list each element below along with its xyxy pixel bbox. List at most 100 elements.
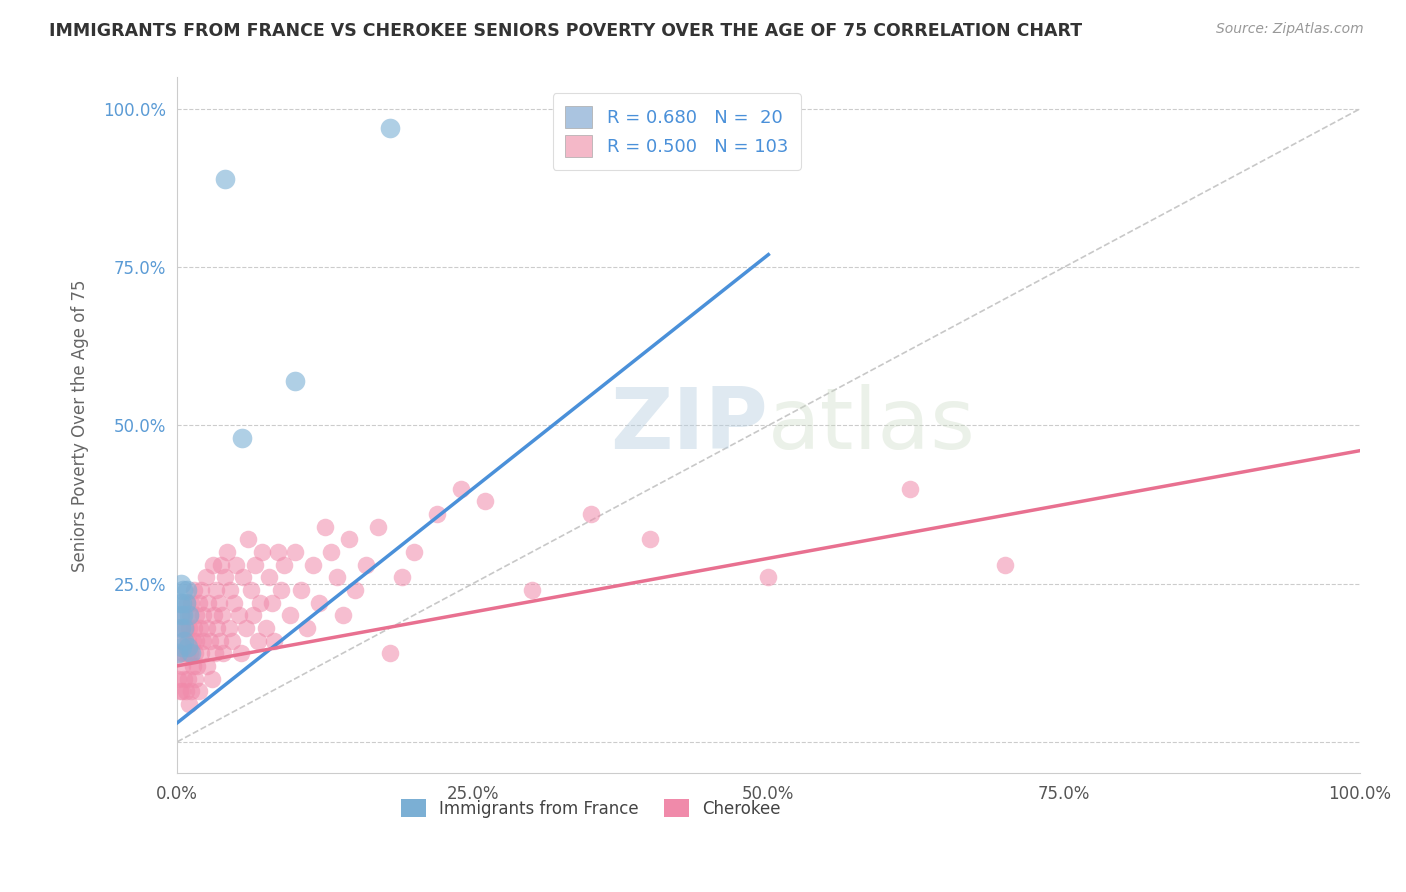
Point [994, 558, 1017, 572]
Point [214, 570, 236, 584]
Point [194, 570, 217, 584]
Point [225, 558, 247, 572]
Point [170, 621, 193, 635]
Point [284, 545, 307, 559]
Point [302, 558, 325, 572]
Point [337, 533, 360, 547]
Point [193, 608, 215, 623]
Point [259, 570, 281, 584]
Point [167, 646, 190, 660]
Point [193, 633, 215, 648]
Point [170, 576, 193, 591]
Point [195, 621, 218, 635]
Point [201, 558, 224, 572]
Point [208, 633, 231, 648]
Point [177, 697, 200, 711]
Y-axis label: Seniors Poverty Over the Age of 75: Seniors Poverty Over the Age of 75 [72, 279, 89, 572]
Point [260, 596, 283, 610]
Point [197, 596, 219, 610]
Point [177, 633, 200, 648]
Point [356, 558, 378, 572]
Text: IMMIGRANTS FROM FRANCE VS CHEROKEE SENIORS POVERTY OVER THE AGE OF 75 CORRELATIO: IMMIGRANTS FROM FRANCE VS CHEROKEE SENIO… [49, 22, 1083, 40]
Point [242, 608, 264, 623]
Point [232, 570, 254, 584]
Point [378, 646, 401, 660]
Point [218, 621, 240, 635]
Point [474, 494, 496, 508]
Point [170, 640, 193, 654]
Point [222, 596, 245, 610]
Point [179, 608, 201, 623]
Point [169, 684, 191, 698]
Point [326, 570, 349, 584]
Point [184, 646, 207, 660]
Point [579, 507, 602, 521]
Point [211, 608, 233, 623]
Point [172, 608, 194, 623]
Point [205, 582, 228, 597]
Point [200, 672, 222, 686]
Point [308, 596, 330, 610]
Point [284, 374, 307, 388]
Point [332, 608, 354, 623]
Point [450, 482, 472, 496]
Point [179, 646, 201, 660]
Point [219, 582, 242, 597]
Point [187, 596, 209, 610]
Point [172, 633, 194, 648]
Point [184, 672, 207, 686]
Point [186, 608, 208, 623]
Point [172, 582, 194, 597]
Point [173, 633, 195, 648]
Point [221, 633, 243, 648]
Point [267, 545, 290, 559]
Point [378, 121, 401, 136]
Point [426, 507, 449, 521]
Point [209, 558, 232, 572]
Point [249, 596, 271, 610]
Point [186, 658, 208, 673]
Point [231, 431, 253, 445]
Point [238, 533, 260, 547]
Point [169, 596, 191, 610]
Point [170, 621, 193, 635]
Text: Source: ZipAtlas.com: Source: ZipAtlas.com [1216, 22, 1364, 37]
Point [229, 646, 252, 660]
Point [214, 171, 236, 186]
Point [174, 596, 197, 610]
Point [278, 608, 301, 623]
Point [263, 633, 285, 648]
Point [183, 582, 205, 597]
Point [204, 646, 226, 660]
Point [173, 621, 195, 635]
Point [177, 608, 200, 623]
Point [180, 684, 202, 698]
Point [180, 596, 202, 610]
Point [202, 608, 225, 623]
Point [172, 608, 194, 623]
Point [181, 658, 204, 673]
Point [212, 646, 235, 660]
Point [200, 633, 222, 648]
Text: atlas: atlas [768, 384, 976, 467]
Point [188, 621, 211, 635]
Point [254, 621, 277, 635]
Point [638, 533, 661, 547]
Point [170, 684, 193, 698]
Point [290, 582, 312, 597]
Point [170, 646, 193, 660]
Point [246, 633, 269, 648]
Point [186, 633, 208, 648]
Point [176, 596, 198, 610]
Text: ZIP: ZIP [610, 384, 768, 467]
Point [207, 596, 229, 610]
Point [190, 582, 212, 597]
Point [173, 672, 195, 686]
Point [176, 582, 198, 597]
Point [170, 658, 193, 673]
Point [190, 646, 212, 660]
Point [297, 621, 319, 635]
Point [402, 545, 425, 559]
Legend: Immigrants from France, Cherokee: Immigrants from France, Cherokee [395, 793, 787, 824]
Point [180, 646, 202, 660]
